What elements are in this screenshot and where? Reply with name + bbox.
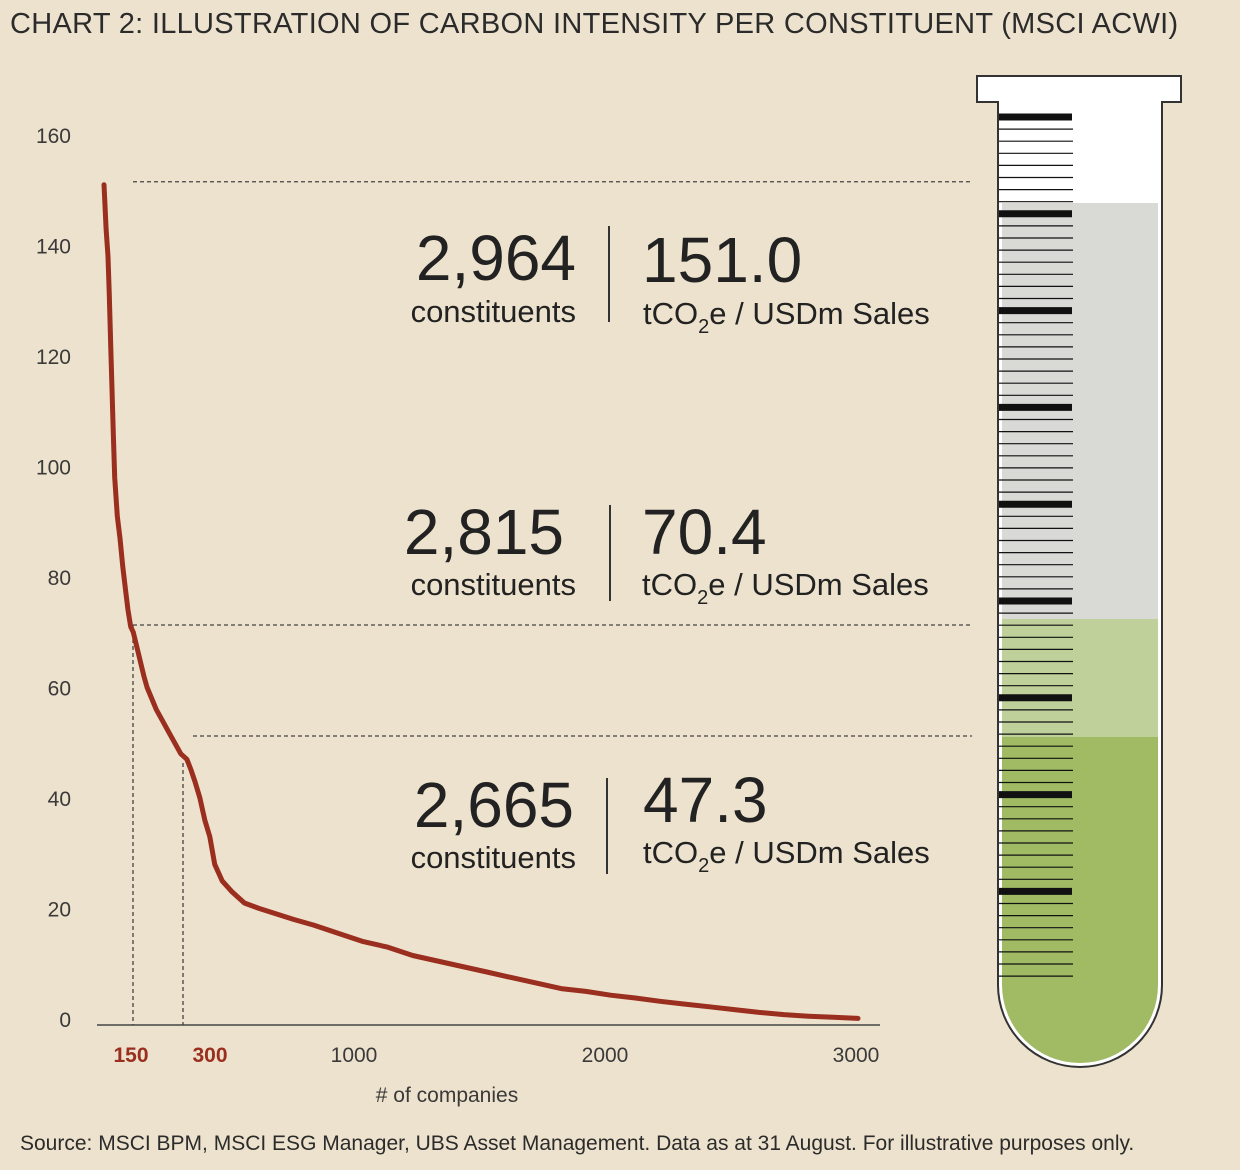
reference-lines [132,181,972,1025]
tube-graduation-marks [998,113,1073,977]
y-tick-label: 40 [48,788,71,811]
y-tick-label: 20 [48,899,71,922]
y-tick-label: 0 [59,1009,71,1032]
y-tick-label: 80 [48,567,71,590]
stat-divider [608,226,610,322]
y-tick-label: 120 [36,346,71,369]
x-tick-label: 1000 [331,1044,378,1067]
stat-divider [606,778,608,874]
source-note: Source: MSCI BPM, MSCI ESG Manager, UBS … [20,1132,1135,1155]
y-tick-label: 140 [36,236,71,259]
x-tick-label: 2000 [582,1044,629,1067]
intensity-unit: tCO2e / USDm Sales [642,567,929,610]
tube-fill-green [1002,737,1158,1063]
x-tick-label: 3000 [833,1044,880,1067]
constituent-count: 2,815 [403,496,564,568]
y-tick-label: 100 [36,457,71,480]
y-tick-label: 160 [36,125,71,148]
carbon-intensity-curve [101,182,861,1021]
chart-title: CHART 2: ILLUSTRATION OF CARBON INTENSIT… [10,8,1179,40]
tube-fill-gray [1002,203,1158,619]
x-axis-label: # of companies [376,1084,518,1107]
constituent-count-label: constituents [410,294,576,329]
intensity-value: 47.3 [643,764,768,836]
y-tick-label: 60 [48,678,71,701]
constituent-count: 2,964 [415,222,576,294]
intensity-value: 70.4 [642,496,767,568]
intensity-value: 151.0 [642,224,803,296]
constituent-count-label: constituents [410,840,576,875]
intensity-unit: tCO2e / USDm Sales [643,296,930,339]
constituent-count: 2,665 [413,769,574,841]
intensity-unit: tCO2e / USDm Sales [643,835,930,878]
test-tube-graphic [976,75,1182,1068]
stat-divider [609,505,611,601]
constituent-count-label: constituents [410,567,576,602]
tube-fill-light-green [1002,619,1158,737]
chart-canvas: 0 20 40 60 80 100 120 140 160 150 300 1000 2000 3000… [36,75,1182,1107]
tube-rim [976,75,1182,103]
x-axis-ticks: 150 300 1000 2000 3000 [113,1044,879,1067]
x-tick-label: 300 [192,1044,227,1067]
x-tick-label: 150 [113,1044,148,1067]
y-axis-ticks: 0 20 40 60 80 100 120 140 160 [36,125,71,1032]
